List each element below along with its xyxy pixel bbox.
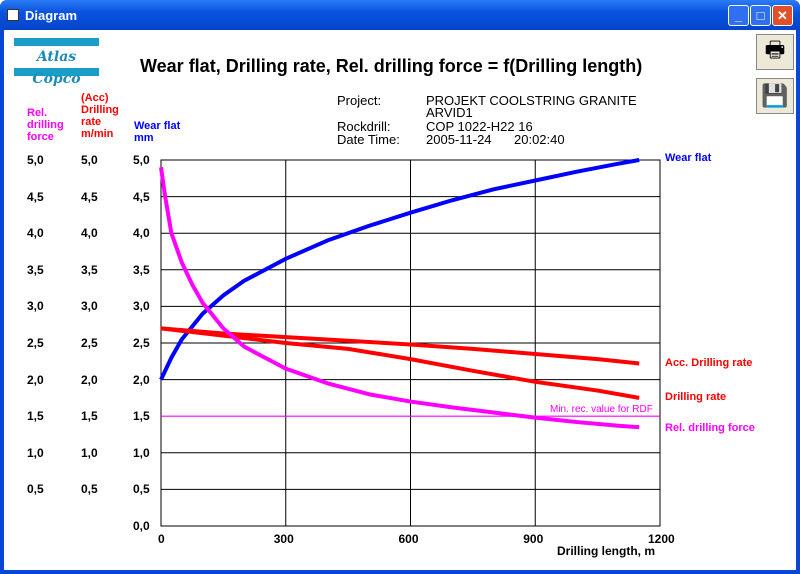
y-tick-label: 2,0 [27,372,44,387]
maximize-button[interactable]: □ [750,5,771,26]
acc-drilling-rate-legend: Acc. Drilling rate [665,357,753,369]
y-tick-label: 4,5 [27,189,44,204]
rate-axis-label: (Acc) Drilling rate m/min [81,92,119,140]
y-tick-label: 5,0 [81,153,98,167]
rockdrill-value: COP 1022-H22 16 [426,119,533,134]
y-tick-label: 1,5 [81,409,98,424]
drilling-rate-legend: Drilling rate [665,391,727,403]
y-tick-label: 3,0 [27,299,44,314]
time-value: 20:02:40 [514,132,565,147]
x-tick-label: 900 [523,532,544,546]
wear-axis-label: Wear flat mm [134,120,181,144]
y-tick-label: 0,5 [81,482,98,497]
series-acc-drilling-rate [160,326,640,366]
print-button[interactable]: 🖶 [756,34,794,70]
window-icon [7,9,19,21]
save-button[interactable]: 💾 [756,78,794,114]
window-title: Diagram [25,8,78,23]
y-tick-label: 4,0 [81,226,98,241]
rockdrill-label: Rockdrill: [337,119,391,134]
minimize-button[interactable]: _ [728,5,749,26]
date-value: 2005-11-24 [426,132,492,147]
y-tick-label: 4,0 [133,226,150,241]
x-axis-label: Drilling length, m [557,544,655,558]
y-tick-label: 0,5 [133,482,150,497]
y-tick-label: 5,0 [133,153,150,167]
x-tick-label: 600 [398,532,419,546]
x-tick-label: 0 [158,532,165,546]
close-button[interactable]: ✕ [772,5,793,26]
diagram-area: Atlas Copco Wear flat, Drilling rate, Re… [4,30,796,570]
y-tick-label: 3,0 [81,299,98,314]
y-tick-label: 2,0 [133,372,150,387]
wear-flat-legend: Wear flat [665,152,712,164]
chart-plot [159,158,661,527]
y-tick-label: 2,5 [81,336,98,350]
y-tick-label: 0,0 [133,519,150,533]
series-wear-flat [159,158,640,381]
min-rdf-annotation: Min. rec. value for RDF [550,404,653,415]
y-tick-label: 1,0 [27,445,44,460]
y-tick-label: 2,0 [81,372,98,387]
title-bar[interactable]: Diagram _ □ ✕ [0,0,800,30]
y-tick-label: 1,5 [133,409,150,424]
y-tick-label: 3,5 [133,262,150,277]
x-tick-label: 1200 [648,532,675,546]
y-tick-label: 3,0 [133,299,150,314]
y-tick-label: 2,5 [27,336,44,350]
x-tick-label: 300 [273,532,294,546]
y-tick-label: 3,5 [81,262,98,277]
datetime-label: Date Time: [337,132,400,147]
rel-drilling-force-legend: Rel. drilling force [665,422,755,434]
y-tick-label: 2,5 [133,336,150,350]
y-tick-label: 1,0 [133,445,150,460]
y-tick-label: 1,0 [81,445,98,460]
y-tick-label: 4,0 [27,226,44,241]
floppy-disk-icon: 💾 [761,83,789,108]
project-label: Project: [337,93,382,108]
series-drilling-rate [160,326,640,400]
printer-icon: 🖶 [764,37,786,62]
y-tick-label: 4,5 [133,189,150,204]
y-tick-label: 5,0 [27,153,44,167]
y-tick-label: 3,5 [27,262,44,277]
project-value-2: ARVID1 [426,105,473,120]
y-tick-label: 4,5 [81,189,98,204]
y-tick-label: 1,5 [27,409,44,424]
atlas-copco-logo: Atlas Copco [14,38,99,87]
series-rel-drilling-force [159,167,640,430]
rdf-axis-label: Rel. drilling force [27,107,64,143]
project-value: PROJEKT COOLSTRING GRANITE [426,93,637,108]
chart-title: Wear flat, Drilling rate, Rel. drilling … [140,56,643,76]
y-tick-label: 0,5 [27,482,44,497]
